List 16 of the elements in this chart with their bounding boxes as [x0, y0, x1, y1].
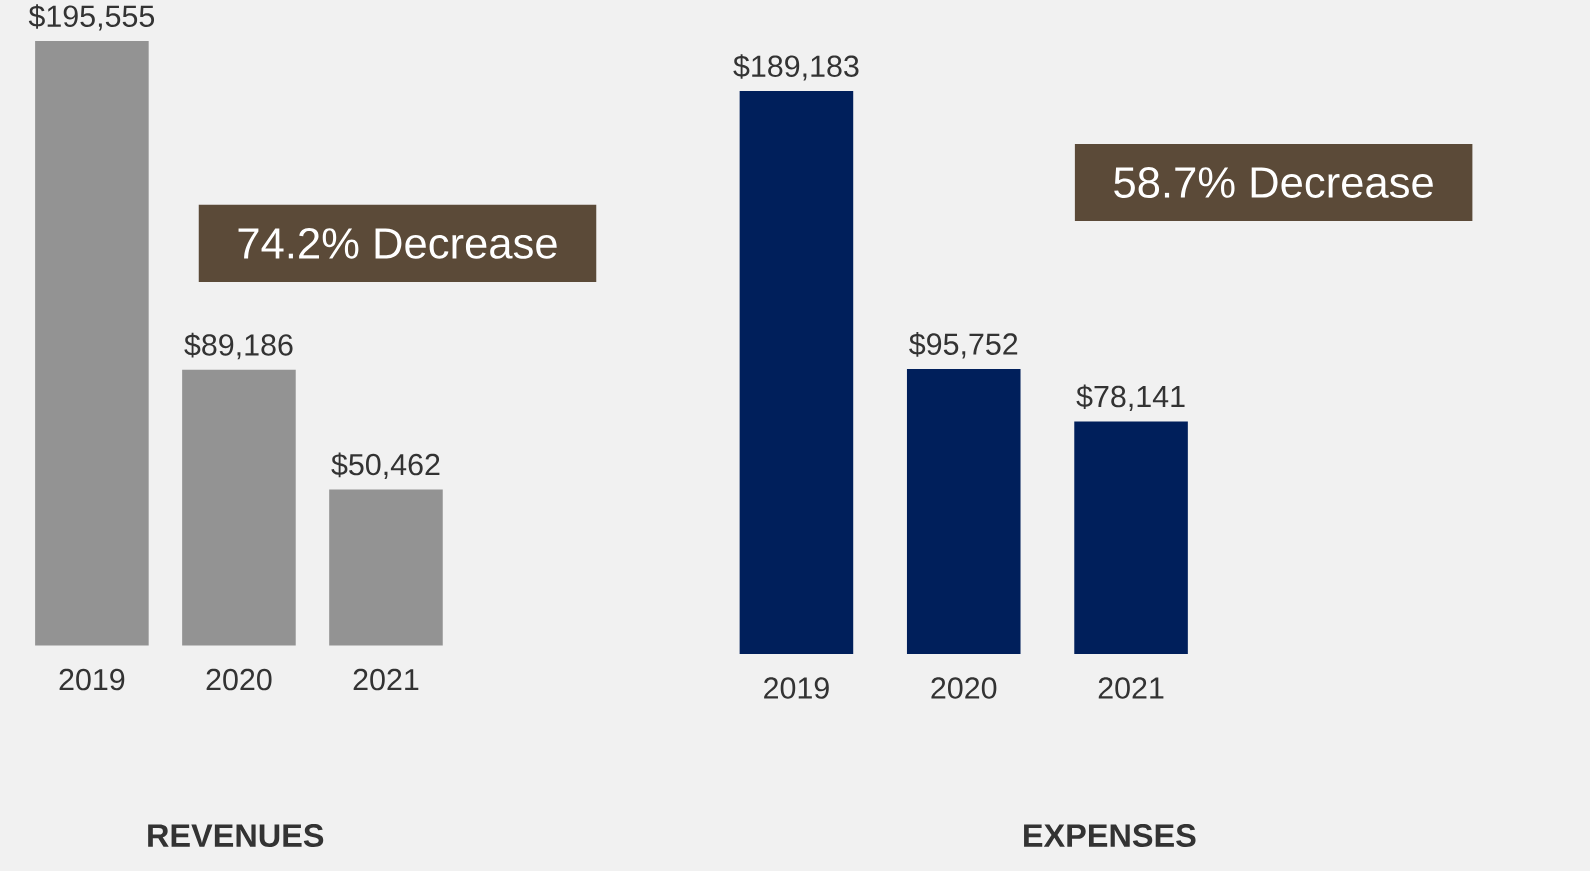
x-tick-label: 2020 — [931, 677, 997, 699]
data-label: $189,183 — [733, 54, 859, 81]
x-tick-label: 2019 — [764, 677, 829, 699]
data-label: $95,752 — [909, 332, 1018, 359]
data-label: $78,141 — [1076, 384, 1185, 411]
x-tick-label: 2020 — [206, 668, 272, 691]
text: EXPENSES — [1024, 824, 1196, 848]
text: REVENUES — [148, 824, 324, 848]
annotation: 74.2% Decrease — [238, 227, 557, 259]
data-label: $89,186 — [184, 332, 293, 360]
data-label: $195,555 — [28, 4, 155, 31]
x-tick-label: 2019 — [59, 668, 125, 691]
x-tick-label: 2021 — [353, 668, 419, 691]
data-label: $50,462 — [331, 452, 440, 479]
x-tick-label: 2021 — [1098, 677, 1164, 699]
annotation: 58.7% Decrease — [1114, 167, 1433, 198]
